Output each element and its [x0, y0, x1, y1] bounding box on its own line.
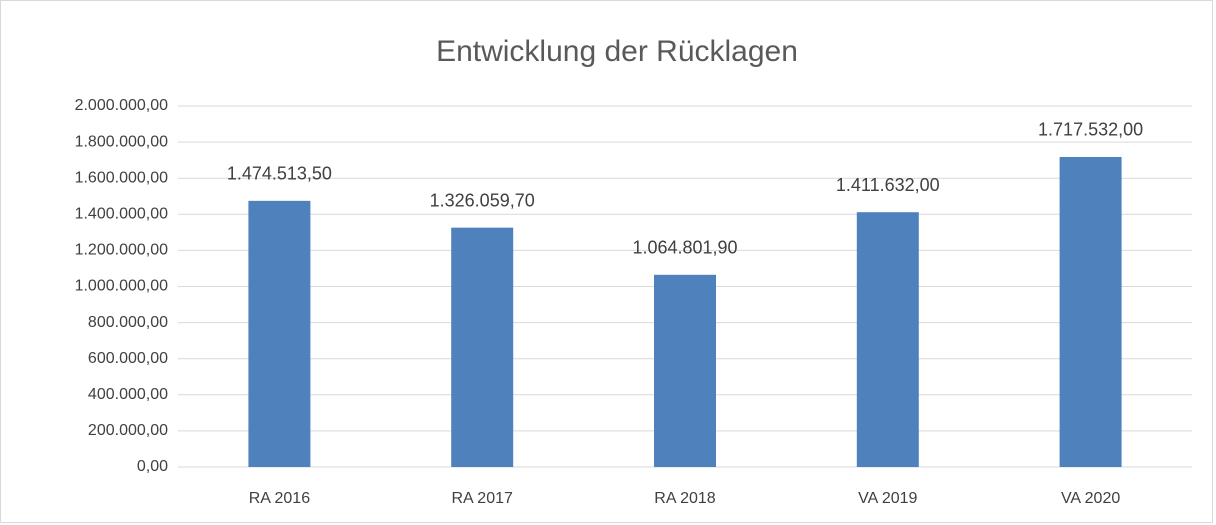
y-tick-label: 2.000.000,00 — [75, 97, 169, 114]
y-tick-label: 1.400.000,00 — [75, 206, 169, 223]
y-tick-label: 0,00 — [137, 458, 168, 475]
x-tick-label: VA 2019 — [858, 490, 917, 507]
value-label: 1.064.801,90 — [632, 238, 737, 258]
x-tick-label: RA 2016 — [249, 490, 310, 507]
y-tick-label: 400.000,00 — [88, 386, 168, 403]
bar — [248, 200, 311, 467]
y-tick-label: 1.000.000,00 — [75, 278, 169, 295]
bar — [856, 212, 919, 467]
x-tick-label: VA 2020 — [1061, 490, 1120, 507]
bar — [451, 227, 514, 467]
y-tick-label: 800.000,00 — [88, 314, 168, 331]
y-tick-label: 200.000,00 — [88, 422, 168, 439]
chart-title: Entwicklung der Rücklagen — [436, 35, 798, 68]
y-tick-label: 600.000,00 — [88, 350, 168, 367]
y-tick-label: 1.200.000,00 — [75, 242, 169, 259]
x-tick-label: RA 2018 — [654, 490, 715, 507]
value-label: 1.717.532,00 — [1038, 120, 1143, 140]
value-label: 1.411.632,00 — [836, 175, 940, 195]
y-tick-label: 1.600.000,00 — [75, 169, 169, 186]
bar — [1059, 156, 1122, 467]
y-tick-label: 1.800.000,00 — [75, 133, 169, 150]
bar — [654, 274, 716, 467]
x-tick-label: RA 2017 — [452, 490, 513, 507]
value-label: 1.326.059,70 — [430, 190, 535, 210]
value-label: 1.474.513,50 — [227, 164, 332, 184]
